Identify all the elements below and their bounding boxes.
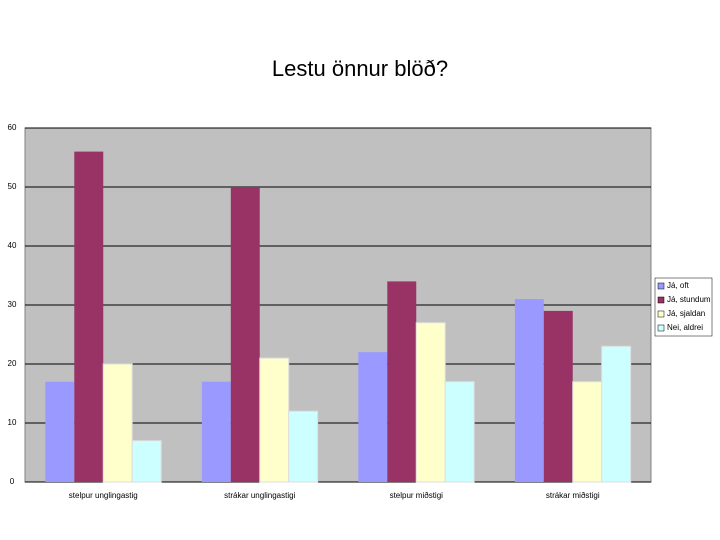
bar [601,345,632,483]
bar [74,151,104,482]
y-tick-label: 10 [8,418,17,427]
legend-swatch [657,296,665,304]
bar [230,187,260,482]
x-tick-label: strákar miðstigi [546,491,600,500]
bar [45,381,75,482]
legend-label: Já, stundum [667,295,711,304]
bar [288,410,319,483]
y-tick-label: 50 [8,182,17,191]
y-tick-label: 0 [10,477,15,486]
x-tick-label: stelpur miðstigi [390,491,444,500]
bar [387,281,417,482]
x-tick-label: strákar unglingastigi [224,491,295,500]
bar [444,381,475,483]
bar [131,440,162,483]
bar [102,363,133,483]
y-tick-label: 60 [8,123,17,132]
x-tick-label: stelpur unglingastig [69,491,138,500]
legend-label: Já, sjaldan [667,309,705,318]
y-tick-label: 20 [8,359,17,368]
chart-title: Lestu önnur blöð? [272,56,448,81]
legend-swatch [657,324,665,332]
legend-label: Já, oft [667,281,690,290]
bar [572,381,603,483]
bar [358,352,388,482]
legend-box [654,277,713,337]
bar [415,322,446,483]
bar [514,299,544,482]
bar [259,357,290,483]
bar [201,381,231,482]
y-tick-label: 40 [8,241,17,250]
legend-label: Nei, aldrei [667,323,703,332]
bar [543,310,573,482]
legend-swatch [657,310,665,318]
legend-swatch [657,282,665,290]
y-tick-label: 30 [8,300,17,309]
